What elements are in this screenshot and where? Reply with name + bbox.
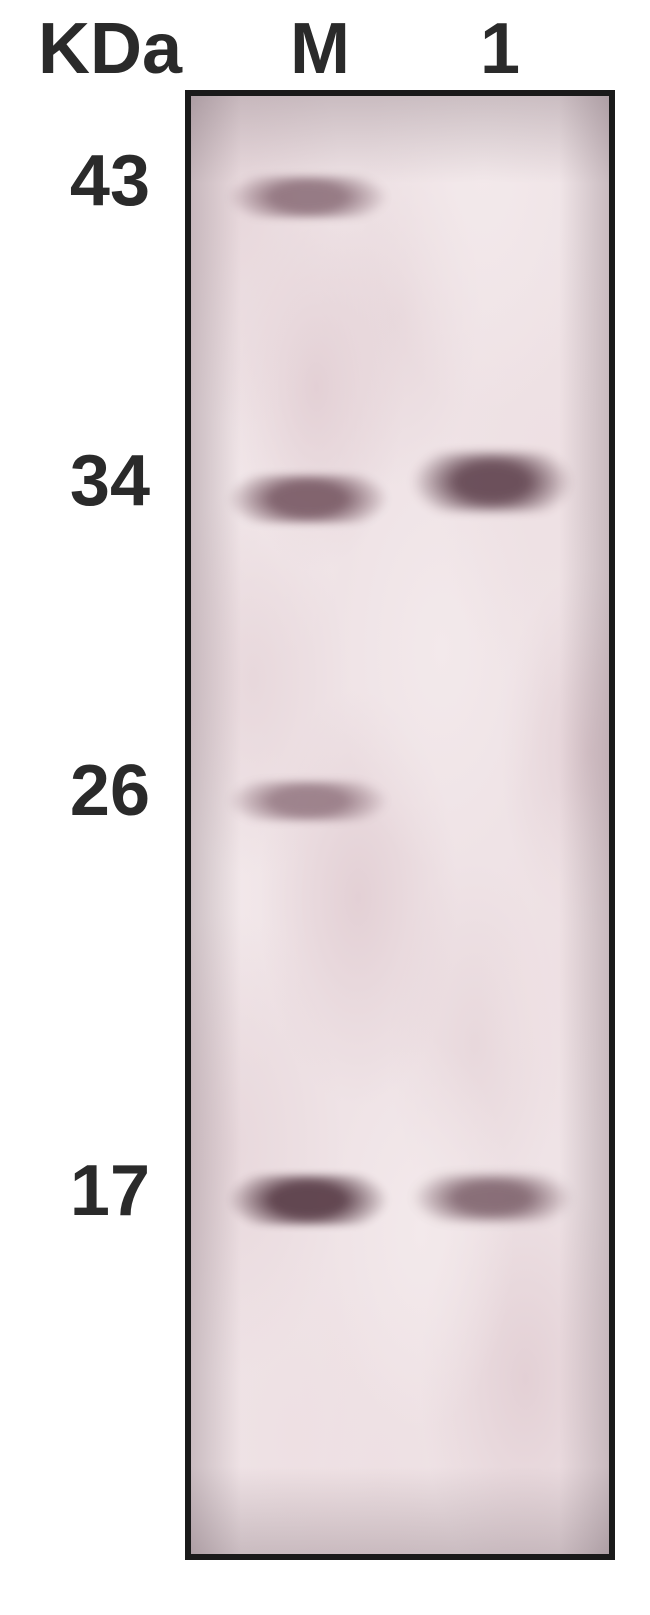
blot-membrane bbox=[185, 90, 615, 1560]
unit-label: KDa bbox=[38, 8, 182, 90]
band-marker-26 bbox=[224, 781, 391, 821]
band-marker-34 bbox=[224, 475, 391, 523]
band-sample-17 bbox=[408, 1175, 575, 1221]
lane-label-marker: M bbox=[290, 8, 350, 90]
band-sample-34 bbox=[408, 453, 575, 511]
blot-figure: KDa M 1 43 34 26 17 bbox=[0, 0, 650, 1615]
mw-label-43: 43 bbox=[40, 140, 150, 222]
mw-label-26: 26 bbox=[40, 750, 150, 832]
band-marker-17 bbox=[224, 1175, 391, 1225]
mw-label-17: 17 bbox=[40, 1150, 150, 1232]
blot-background bbox=[191, 96, 609, 1554]
band-marker-43 bbox=[224, 176, 391, 218]
lane-label-sample: 1 bbox=[480, 8, 520, 90]
mw-label-34: 34 bbox=[40, 440, 150, 522]
